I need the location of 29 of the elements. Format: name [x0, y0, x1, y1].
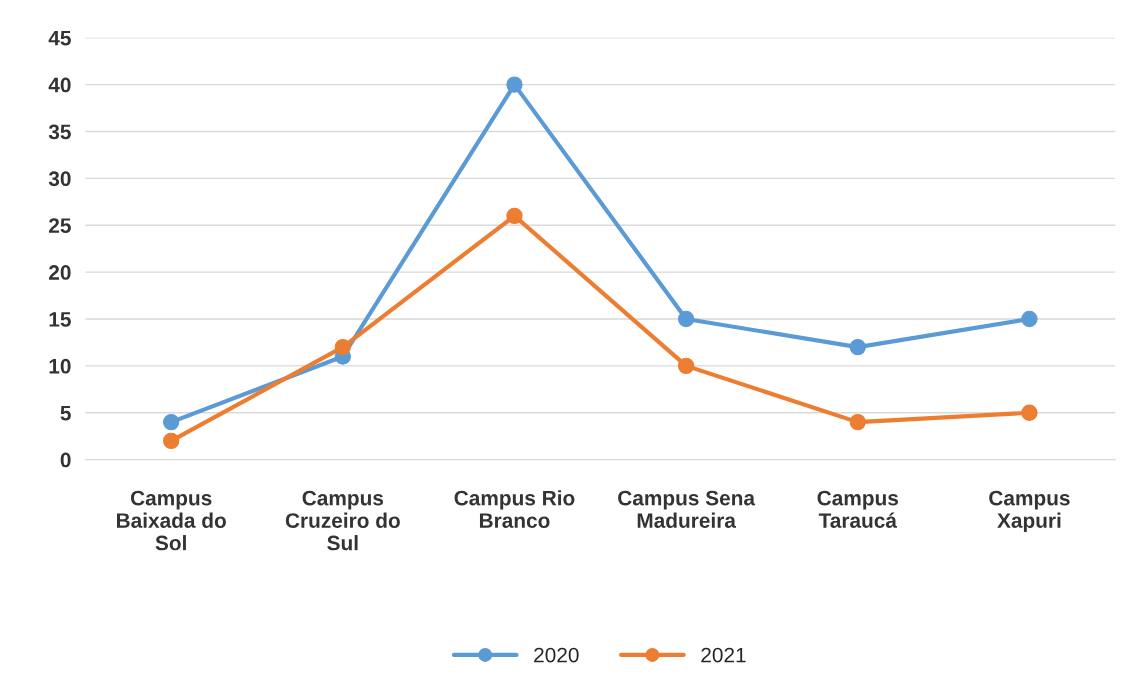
- x-tick-label: Campus Taraucá: [817, 490, 899, 528]
- y-tick-label: 15: [49, 312, 71, 327]
- point: [334, 338, 351, 356]
- point: [163, 432, 180, 450]
- point: [849, 413, 866, 431]
- y-tick-label: 45: [48, 30, 71, 46]
- y-tick-label: 35: [48, 124, 71, 140]
- x-tick-label: Campus Baixada do Sol: [117, 490, 226, 551]
- point: [506, 207, 523, 225]
- point: [1021, 310, 1038, 328]
- legend-label: 2020: [534, 647, 579, 663]
- point: [1021, 404, 1038, 421]
- y-tick-label: 5: [60, 405, 71, 421]
- y-tick-label: 20: [49, 265, 71, 280]
- x-tick-label: Campus Sena Madureira: [618, 490, 756, 528]
- x-tick-label: Campus Cruzeiro do Sul: [285, 490, 400, 551]
- point: [506, 76, 523, 93]
- y-tick-label: 0: [60, 452, 71, 468]
- x-tick-label: Campus Xapuri: [989, 490, 1070, 533]
- point: [677, 310, 695, 328]
- point: [849, 338, 866, 356]
- y-tick-label: 40: [48, 77, 71, 93]
- y-tick-label: 10: [49, 358, 71, 374]
- point: [677, 357, 695, 375]
- point: [163, 413, 180, 431]
- y-tick-label: 30: [48, 171, 71, 187]
- legend-label: 2021: [701, 647, 746, 663]
- x-tick-label: Campus Rio Branco: [454, 490, 575, 528]
- y-tick-label: 25: [49, 218, 71, 233]
